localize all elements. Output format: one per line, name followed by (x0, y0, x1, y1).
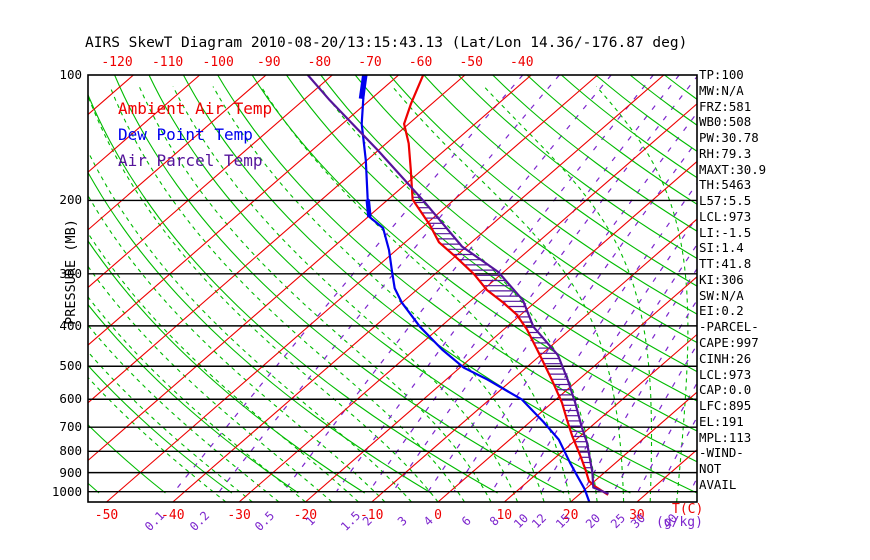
stat-line: SI:1.4 (699, 240, 744, 256)
stat-line: WB0:508 (699, 114, 752, 130)
top-temp-tick-label: -100 (202, 55, 234, 70)
stat-line: MPL:113 (699, 429, 752, 445)
stat-line: LCL:973 (699, 208, 752, 224)
pressure-tick-label: 200 (59, 192, 82, 208)
pressure-tick-label: 700 (59, 419, 82, 435)
stat-line: TH:5463 (699, 177, 752, 193)
pressure-tick-label: 800 (59, 443, 82, 459)
bottom-temp-tick-label: -10 (359, 508, 384, 523)
cape-hatch-area (412, 191, 592, 469)
pressure-tick-label: 100 (59, 67, 82, 82)
dry-adiabat-lines (88, 75, 697, 494)
bottom-temp-tick-label: -50 (94, 508, 119, 523)
stat-line: PW:30.78 (699, 130, 759, 146)
stat-line: TP:100 (699, 67, 744, 82)
chart-title: AIRS SkewT Diagram 2010-08-20/13:15:43.1… (85, 35, 688, 51)
stat-line: LFC:895 (699, 398, 752, 414)
bottom-temp-tick-label: 20 (562, 508, 579, 523)
isotherm-lines (88, 75, 697, 502)
legend-dew-point-temp: Dew Point Temp (118, 125, 253, 144)
sounding-curves (306, 75, 609, 502)
stat-line: CINH:26 (699, 350, 752, 366)
legend-air-parcel-temp: Air Parcel Temp (118, 151, 263, 170)
stat-line: EI:0.2 (699, 303, 744, 319)
temp-unit-label: T(C) (672, 502, 704, 517)
top-temp-tick-label: -80 (307, 55, 332, 70)
top-temp-tick-label: -40 (510, 55, 534, 70)
top-temp-tick-label: -90 (257, 55, 281, 70)
stat-line: FRZ:581 (699, 98, 752, 114)
stat-line: CAP:0.0 (699, 382, 752, 398)
pressure-tick-label: 1000 (51, 483, 82, 499)
bottom-temp-tick-label: -20 (293, 508, 318, 523)
stat-line: AVAIL (699, 476, 737, 492)
stat-line: LCL:973 (699, 366, 752, 382)
stat-line: NOT (699, 461, 722, 477)
pressure-tick-label: 300 (59, 265, 82, 281)
top-temp-tick-label: -120 (101, 55, 133, 70)
stat-line: MW:N/A (699, 82, 744, 98)
stat-line: CAPE:997 (699, 335, 759, 351)
stat-line: L57:5.5 (699, 193, 752, 209)
stat-line: KI:306 (699, 271, 744, 287)
bottom-temp-tick-label: 30 (629, 508, 645, 523)
bottom-temp-tick-label: 10 (496, 508, 513, 523)
pressure-tick-label: 600 (59, 391, 82, 407)
stats-panel: TP:100 MW:N/A FRZ:581 WB0:508 PW:30.78 RH:79.… (699, 67, 766, 493)
stat-line: -WIND- (699, 445, 744, 461)
stat-line: MAXT:30.9 (699, 161, 767, 177)
stat-line: SW:N/A (699, 287, 744, 303)
bottom-temp-tick-label: -30 (227, 508, 251, 523)
top-temp-tick-label: -60 (408, 55, 433, 70)
pressure-tick-label: 400 (59, 317, 82, 333)
moist-adiabat-lines (88, 86, 689, 502)
stat-line: LI:-1.5 (699, 224, 752, 240)
bottom-temp-tick-label: -40 (161, 508, 185, 523)
stat-line: EL:191 (699, 413, 744, 429)
top-temp-tick-label: -110 (151, 55, 184, 70)
plot-border (87, 74, 698, 503)
top-temp-tick-label: -50 (459, 55, 483, 70)
pressure-tick-label: 500 (59, 358, 82, 374)
stat-line: TT:41.8 (699, 256, 752, 272)
stat-line: RH:79.3 (699, 145, 752, 161)
bottom-temp-tick-label: 0 (434, 508, 442, 523)
pressure-grid-lines (88, 199, 697, 493)
stat-line: -PARCEL- (699, 319, 759, 335)
mixing-ratio-unit-label: (g/kg) (656, 515, 703, 530)
top-temp-tick-label: -70 (358, 55, 382, 70)
pressure-tick-label: 900 (59, 464, 82, 480)
legend-ambient-air-temp: Ambient Air Temp (118, 99, 273, 118)
